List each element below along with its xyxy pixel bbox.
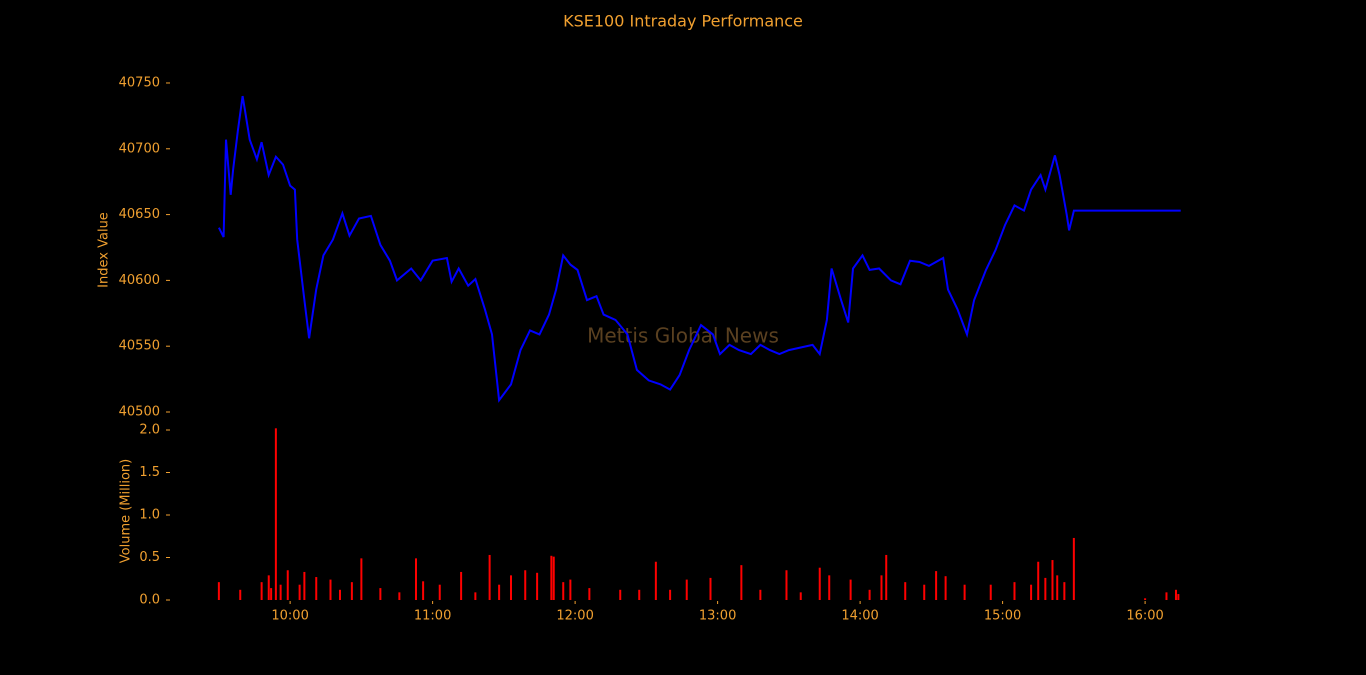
y-tick-label: 1.0 — [139, 508, 160, 523]
volume-bar — [303, 571, 306, 600]
volume-bar — [1044, 577, 1047, 600]
volume-bar — [286, 570, 289, 600]
volume-bar — [422, 581, 425, 600]
volume-bar — [685, 579, 688, 600]
volume-bar — [552, 556, 555, 600]
x-tick-label: 15:00 — [984, 609, 1021, 624]
volume-bar — [944, 576, 947, 600]
y-tick-label: 40550 — [119, 339, 160, 354]
volume-bar — [1013, 582, 1016, 600]
volume-bar — [569, 579, 572, 600]
volume-bar — [474, 592, 477, 600]
y-tick-label: 40700 — [119, 141, 160, 156]
volume-bar — [350, 582, 353, 600]
x-tick-label: 12:00 — [556, 609, 593, 624]
volume-bar — [880, 575, 883, 600]
y-tick-label: 40500 — [119, 405, 160, 420]
volume-bar — [849, 579, 852, 600]
y-tick-label: 40750 — [119, 75, 160, 90]
y-tick-label: 0.5 — [139, 550, 160, 565]
x-tick-label: 13:00 — [699, 609, 736, 624]
volume-bar — [619, 589, 622, 600]
volume-bar — [799, 592, 802, 600]
volume-bar — [669, 589, 672, 600]
chart-title: KSE100 Intraday Performance — [563, 12, 803, 31]
volume-bar — [828, 575, 831, 600]
x-tick-label: 11:00 — [414, 609, 451, 624]
volume-bar — [279, 584, 282, 600]
volume-bar — [360, 558, 363, 600]
volume-bar — [274, 428, 277, 600]
x-tick-label: 10:00 — [271, 609, 308, 624]
y-tick-label: 40650 — [119, 207, 160, 222]
volume-bar — [654, 561, 657, 600]
volume-bar — [1144, 598, 1147, 600]
volume-bar — [509, 575, 512, 600]
volume-bar — [759, 589, 762, 600]
x-tick-label: 14:00 — [841, 609, 878, 624]
y-axis-label: Index Value — [97, 212, 112, 288]
volume-bar — [1056, 575, 1059, 600]
y-tick-label: 40600 — [119, 273, 160, 288]
volume-bar — [638, 589, 641, 600]
volume-bar — [740, 565, 743, 600]
volume-bar — [785, 570, 788, 600]
volume-bar — [963, 584, 966, 600]
volume-bar — [935, 571, 938, 600]
volume-bar — [989, 584, 992, 600]
volume-bar — [260, 582, 263, 600]
watermark: Mettis Global News — [587, 324, 779, 348]
volume-bar — [1177, 594, 1180, 600]
volume-bar — [298, 584, 301, 600]
volume-bar — [1072, 537, 1075, 600]
volume-bar — [379, 588, 382, 600]
volume-bar — [588, 588, 591, 600]
volume-bar — [885, 554, 888, 600]
volume-bar — [1063, 582, 1066, 600]
volume-bar — [550, 555, 553, 600]
volume-bar — [438, 584, 441, 600]
volume-bar — [267, 575, 270, 600]
y-tick-label: 1.5 — [139, 465, 160, 480]
volume-bar — [904, 582, 907, 600]
volume-bar — [923, 584, 926, 600]
volume-bar — [524, 570, 527, 600]
volume-bar — [1174, 589, 1177, 600]
y-tick-label: 0.0 — [139, 593, 160, 608]
volume-bar — [1165, 592, 1168, 600]
volume-bar — [270, 588, 273, 600]
volume-bar — [488, 554, 491, 600]
y-axis-label: Volume (Million) — [119, 459, 134, 563]
volume-bar — [217, 582, 220, 600]
volume-bar — [709, 577, 712, 600]
x-tick-label: 16:00 — [1126, 609, 1163, 624]
index-line — [218, 95, 1181, 403]
volume-bar — [562, 582, 565, 600]
volume-bar — [414, 558, 417, 600]
volume-bar — [1030, 584, 1033, 600]
volume-bar — [338, 589, 341, 600]
volume-bar — [1037, 561, 1040, 600]
y-tick-label: 2.0 — [139, 423, 160, 438]
volume-bar — [536, 572, 539, 600]
volume-bar — [239, 589, 242, 600]
volume-bar — [818, 567, 821, 600]
volume-bar — [1051, 560, 1054, 600]
volume-bar — [498, 584, 501, 600]
volume-bar — [315, 577, 318, 600]
volume-bar — [329, 579, 332, 600]
volume-bar — [398, 592, 401, 600]
volume-bar — [460, 571, 463, 600]
volume-bar — [868, 589, 871, 600]
